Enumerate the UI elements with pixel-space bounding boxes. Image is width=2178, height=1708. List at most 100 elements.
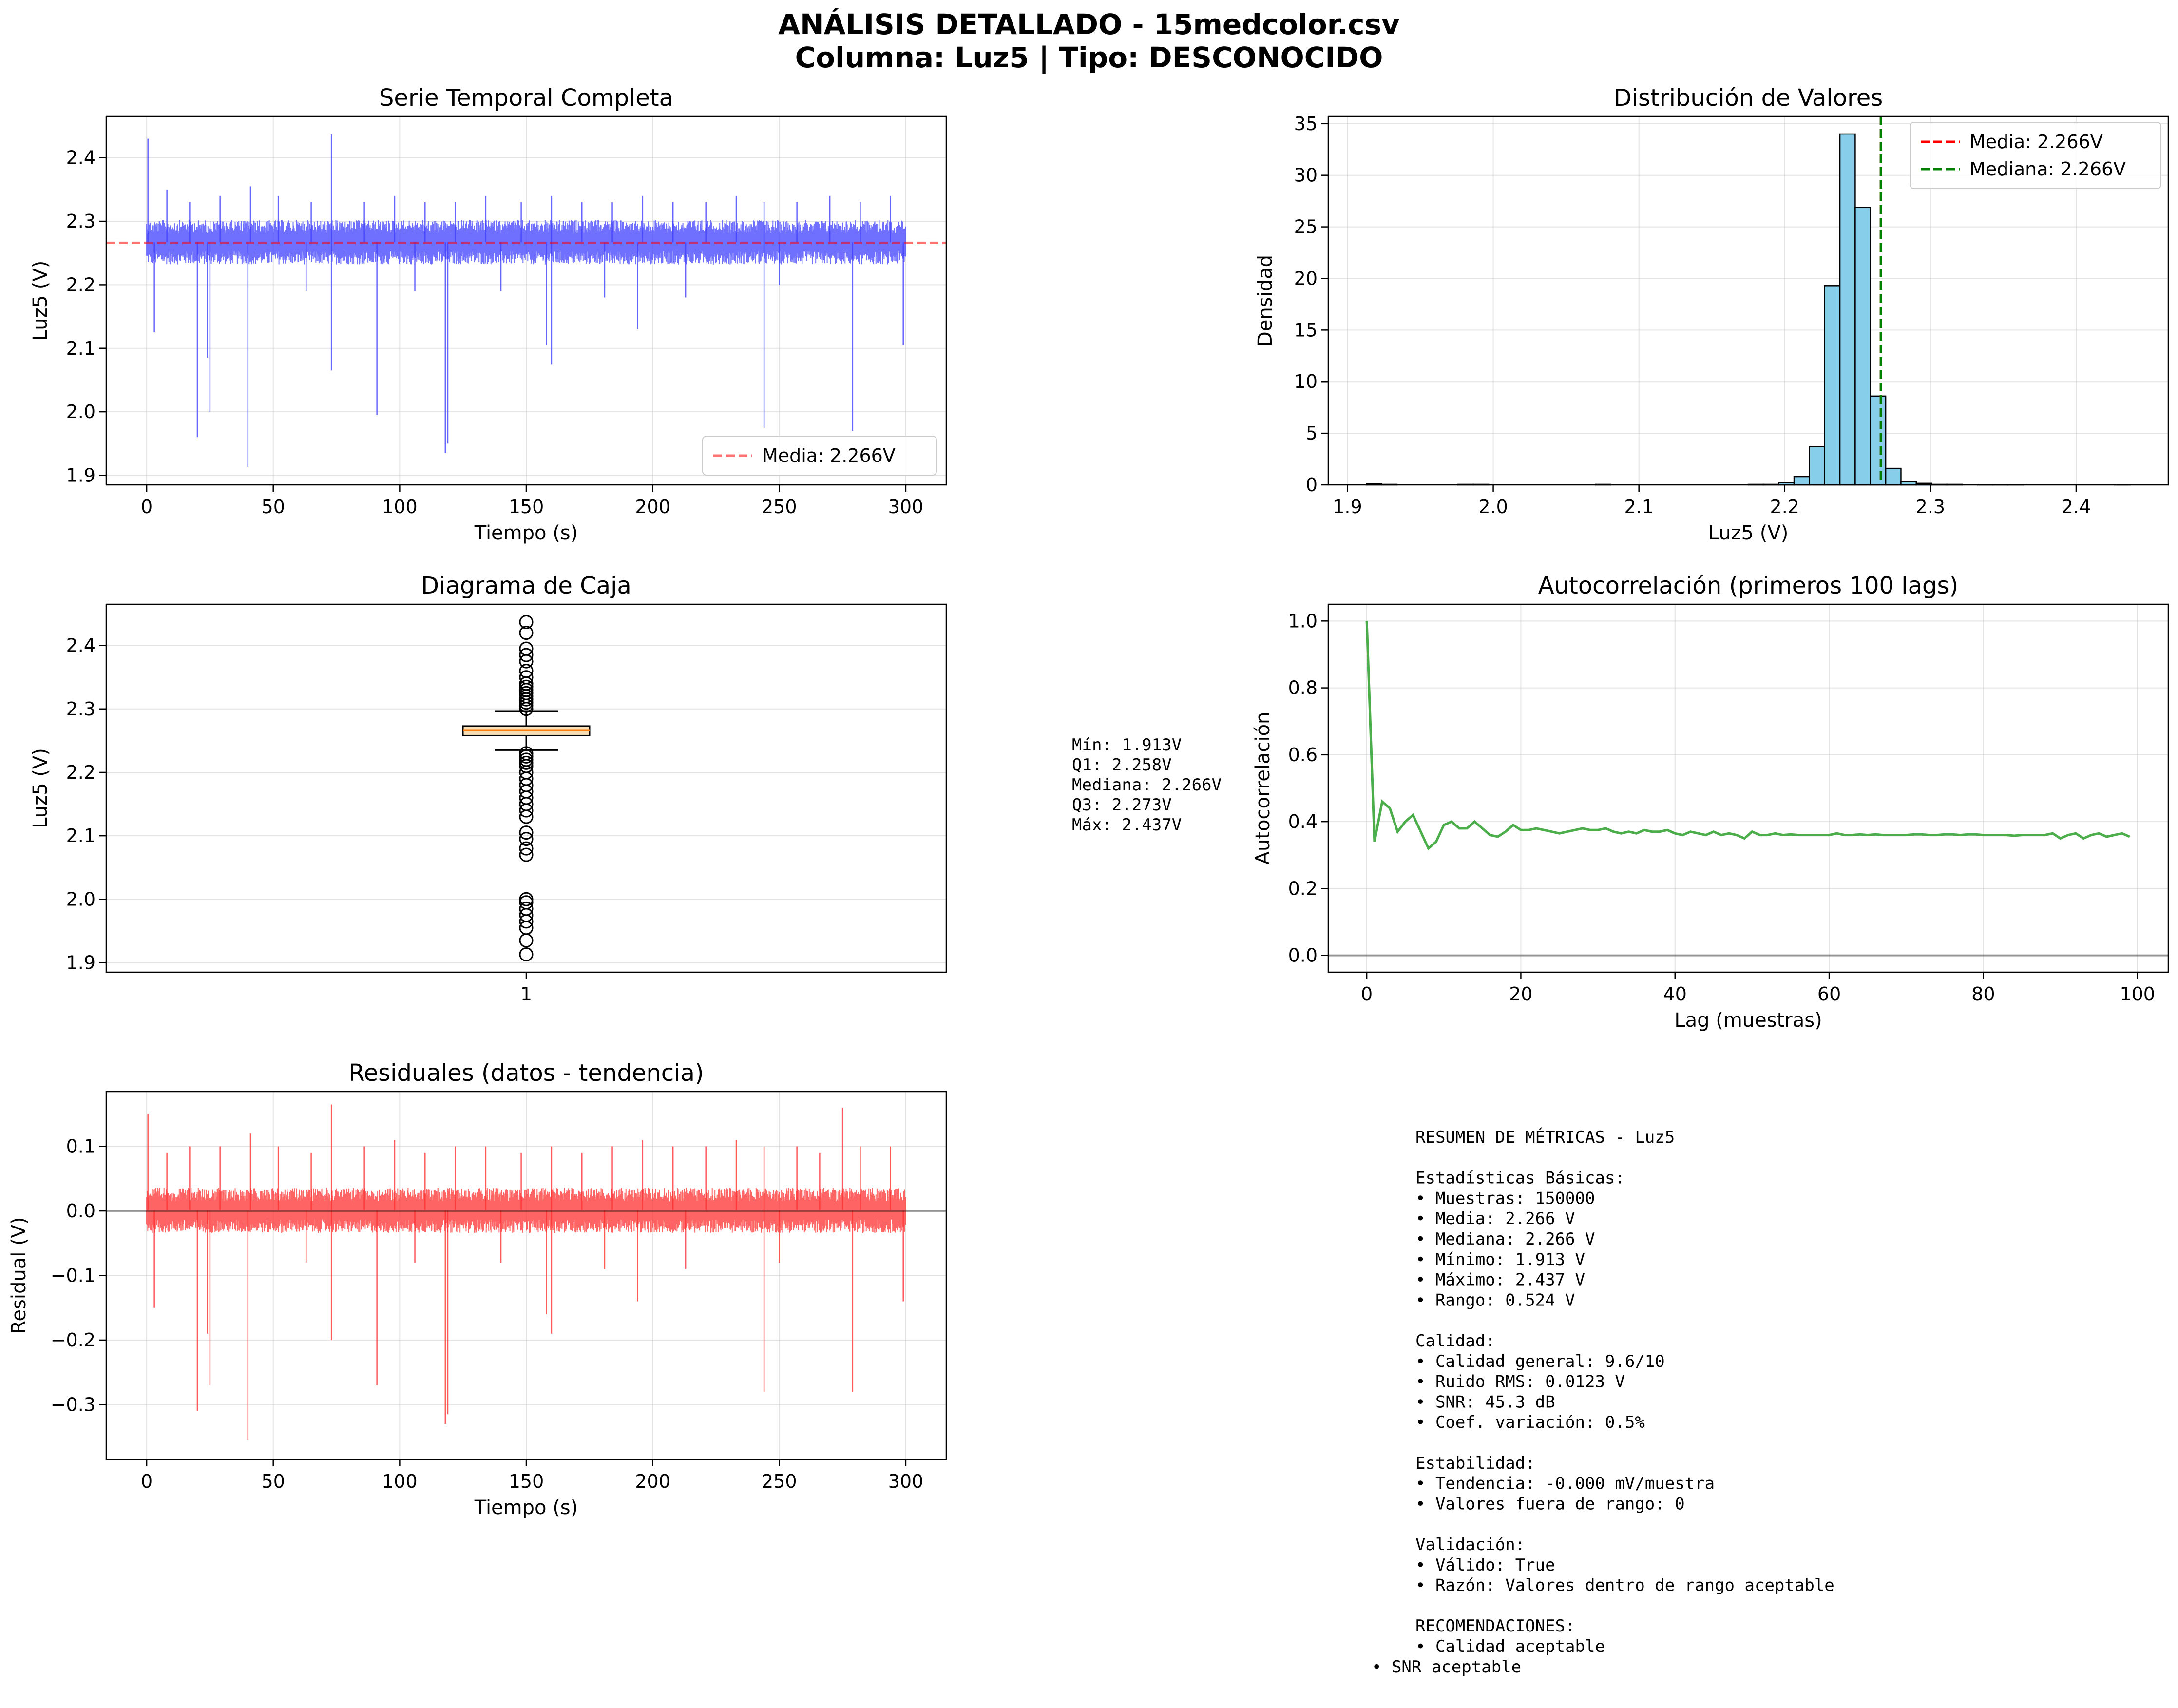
x-tick-label: 300 (888, 1471, 924, 1492)
axes-frame (105, 115, 947, 486)
summary-line: • Mediana: 2.266 V (1415, 1229, 1595, 1249)
x-tick-label: 0 (1361, 983, 1373, 1005)
x-tick-label: 150 (509, 496, 544, 518)
x-tick-label: 2.0 (1478, 496, 1508, 518)
y-tick-label: 30 (1294, 165, 1318, 186)
summary-line: • Ruido RMS: 0.0123 V (1415, 1372, 1625, 1392)
histogram-bar (1793, 476, 1810, 486)
summary-line: • Válido: True (1415, 1555, 1555, 1575)
y-tick-label: 2.0 (66, 888, 96, 910)
summary-line: • Mínimo: 1.913 V (1415, 1250, 1585, 1269)
outlier-point (519, 614, 534, 629)
x-tick-label: 200 (635, 1471, 670, 1492)
summary-line: • Calidad general: 9.6/10 (1415, 1352, 1665, 1371)
y-tick-label: 0 (1306, 474, 1318, 496)
legend-box (702, 436, 937, 476)
outlier-point (519, 825, 534, 840)
outlier-point (519, 749, 534, 764)
chart-residuals: 0 50 100 150 200 250 300 −0.3 −0.2 −0.1 0.0 0.1 Resi… (8, 1059, 947, 1519)
y-tick-label: 0.2 (1288, 878, 1318, 899)
outlier-point (519, 895, 534, 910)
x-tick-label: 250 (762, 1471, 797, 1492)
y-tick-label: 35 (1294, 113, 1318, 134)
y-tick-label: 2.4 (66, 147, 96, 169)
axes-frame (1327, 603, 2169, 973)
outlier-point (519, 933, 534, 948)
outlier-point (519, 847, 534, 862)
y-tick-label: 0.8 (1288, 677, 1318, 699)
legend-entry: Mediana: 2.266V (1969, 158, 2126, 180)
summary-line: • Razón: Valores dentro de rango aceptab… (1415, 1576, 1834, 1595)
x-tick-label: 100 (2120, 983, 2155, 1005)
outlier-point (519, 670, 534, 685)
x-axis-label: Tiempo (s) (474, 1497, 578, 1519)
chart-title: Distribución de Valores (1614, 84, 1883, 112)
x-tick-label: 2.4 (2062, 496, 2091, 518)
y-tick-label: 1.9 (66, 464, 96, 486)
y-tick-label: 0.1 (66, 1136, 96, 1157)
y-tick-label: −0.1 (51, 1265, 96, 1286)
x-tick-label: 50 (262, 1471, 285, 1492)
legend: Media: 2.266V (702, 436, 937, 476)
y-tick-label: −0.2 (51, 1329, 96, 1351)
outlier-point (519, 686, 534, 700)
summary-line: • Muestras: 150000 (1415, 1189, 1595, 1208)
x-tick-label: 250 (762, 496, 797, 518)
acf-series-line (1365, 621, 2130, 851)
summary-line: • Rango: 0.524 V (1415, 1290, 1575, 1310)
outlier-point (519, 832, 534, 846)
outlier-point (519, 755, 534, 770)
x-tick-label: 2.3 (1916, 496, 1945, 518)
boxplot-stat-line: Mín: 1.913V (1072, 735, 1182, 755)
histogram-bar (1870, 395, 1887, 486)
x-axis-label: Lag (muestras) (1674, 1009, 1822, 1032)
axes-frame (105, 1091, 947, 1460)
y-tick-label: 2.1 (66, 825, 96, 846)
summary-line: • SNR: 45.3 dB (1415, 1392, 1555, 1412)
y-tick-label: 0.0 (66, 1200, 96, 1222)
x-tick-label: 100 (382, 496, 418, 518)
chart-boxplot: 1.9 2.0 2.1 2.2 2.3 2.4 1 Diagrama de Caja Luz5 … (29, 572, 947, 1005)
x-tick-label: 200 (635, 496, 670, 518)
figure-title-line2: Columna: Luz5 | Tipo: DESCONOCIDO (795, 41, 1383, 74)
x-tick-label: 1 (520, 983, 532, 1005)
y-tick-label: 1.9 (66, 952, 96, 973)
outlier-point (519, 641, 534, 656)
axes-frame (1327, 115, 2169, 486)
y-tick-label: 2.3 (66, 211, 96, 232)
summary-line: RESUMEN DE MÉTRICAS - Luz5 (1415, 1127, 1675, 1147)
residual-band (146, 1188, 906, 1233)
outlier-point (519, 947, 534, 962)
histogram-bar (1839, 133, 1856, 486)
y-tick-label: 2.2 (66, 762, 96, 783)
boxplot-stat-line: Q3: 2.273V (1072, 795, 1172, 815)
y-tick-label: 25 (1294, 216, 1318, 238)
summary-line: • Calidad aceptable (1415, 1637, 1605, 1656)
y-tick-label: 5 (1306, 422, 1318, 444)
summary-line: Calidad: (1415, 1331, 1495, 1351)
x-tick-label: 150 (509, 1471, 544, 1492)
summary-line: • Máximo: 2.437 V (1415, 1270, 1585, 1290)
outlier-point (519, 679, 534, 694)
y-tick-label: 10 (1294, 371, 1318, 392)
histogram-bar (1854, 207, 1872, 486)
y-tick-label: 15 (1294, 319, 1318, 341)
y-axis-label: Luz5 (V) (29, 261, 52, 341)
legend: Media: 2.266V Mediana: 2.266V (1910, 122, 2161, 189)
chart-title: Autocorrelación (primeros 100 lags) (1538, 572, 1959, 599)
histogram-bar (1824, 285, 1841, 486)
outlier-point (519, 902, 534, 916)
x-tick-label: 2.1 (1624, 496, 1653, 518)
x-tick-label: 40 (1663, 983, 1687, 1005)
chart-title: Residuales (datos - tendencia) (348, 1059, 704, 1087)
summary-line: • Media: 2.266 V (1415, 1209, 1575, 1228)
x-tick-label: 80 (1971, 983, 1995, 1005)
summary-line: • Valores fuera de rango: 0 (1415, 1494, 1685, 1514)
outlier-point (519, 746, 534, 761)
y-tick-label: −0.3 (51, 1394, 96, 1415)
x-tick-label: 0 (141, 1471, 153, 1492)
x-tick-label: 20 (1509, 983, 1532, 1005)
chart-autocorrelation: 0 20 40 60 80 100 0.0 0.2 0.4 0.6 0.8 1.0 Autocorrel… (1252, 572, 2169, 1032)
metrics-summary: RESUMEN DE MÉTRICAS - Luz5 Estadísticas B… (1372, 1127, 1834, 1677)
